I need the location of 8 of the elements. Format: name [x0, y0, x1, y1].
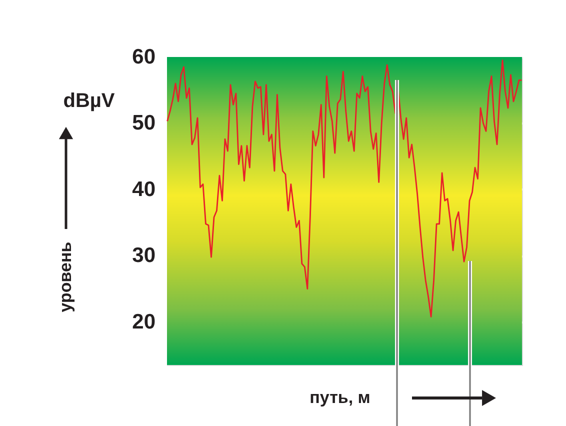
y-tick-label: 30 [132, 244, 156, 268]
y-tick-label: 40 [132, 178, 156, 201]
y-tick-label: 50 [132, 112, 156, 135]
text: dBµV [63, 90, 116, 112]
y-axis-title: уровень [56, 242, 75, 312]
y-tick-label: 60 [132, 46, 156, 68]
x-axis-title: путь, м [310, 388, 370, 407]
y-tick-label: 20 [132, 310, 156, 334]
